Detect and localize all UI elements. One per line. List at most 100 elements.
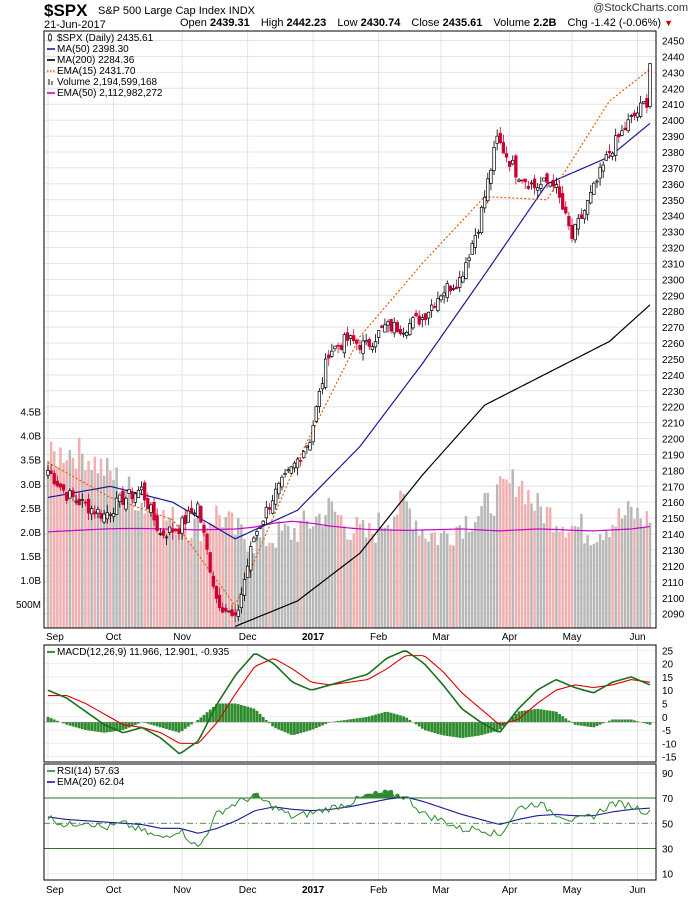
macd-histogram-bar (536, 708, 540, 723)
macd-histogram-bar (74, 722, 78, 728)
macd-histogram-bar (327, 722, 331, 723)
price-legend-label: MA(200) 2284.36 (57, 55, 135, 66)
brand-logo: @StockCharts.com (593, 2, 688, 14)
macd-histogram-bar (196, 720, 200, 723)
macd-histogram-bar (90, 722, 94, 731)
volume-bar (318, 513, 321, 628)
macd-histogram-bar (65, 722, 69, 725)
volume-tick-label: 2.5B (20, 504, 41, 515)
volume-bar (199, 541, 203, 628)
labels-layer: 2090210021102120213021402150216021702180… (16, 37, 685, 896)
volume-bar (383, 527, 387, 628)
candle-body (71, 490, 75, 498)
candle-body (589, 192, 593, 204)
rsi-legend-label: EMA(20) 62.04 (57, 777, 125, 788)
macd-histogram-bar (458, 722, 462, 738)
candle-body (68, 490, 72, 499)
candle-body (327, 354, 331, 359)
macd-histogram-bar (121, 722, 125, 731)
rsi-tick-label: 10 (662, 870, 674, 881)
candle-body (261, 520, 265, 525)
volume-bar (583, 543, 586, 628)
macd-histogram-bar (436, 722, 440, 734)
volume-bar (261, 523, 265, 628)
volume-bar (336, 514, 340, 628)
macd-histogram-bar (492, 722, 496, 732)
x-tick-label: Dec (239, 632, 257, 643)
volume-bar (174, 534, 178, 628)
candle-body (355, 339, 359, 344)
macd-histogram-bar (71, 722, 75, 727)
volume-bar (542, 523, 546, 628)
volume-tick-label: 500M (16, 600, 41, 611)
macd-histogram-bar (96, 722, 100, 732)
volume-bar (233, 534, 237, 628)
volume-bar (184, 527, 187, 628)
candle-body (211, 575, 215, 587)
chg-label: Chg (567, 17, 588, 29)
candle-body (582, 210, 587, 220)
macd-histogram-bar (380, 712, 384, 723)
candle-body (592, 182, 596, 195)
x-tick-label: 2017 (302, 885, 325, 896)
macd-histogram-bar (392, 713, 396, 723)
macd-histogram-bar (608, 720, 611, 723)
rsi-overbought-fill (364, 794, 369, 799)
price-legend-swatch (51, 81, 53, 85)
candle-body (601, 164, 605, 172)
candle-body (74, 500, 78, 503)
macd-histogram-bar (280, 722, 284, 731)
volume-bar (252, 553, 256, 628)
macd-histogram-bar (623, 719, 627, 723)
rsi-overbought-fill (370, 794, 375, 799)
macd-histogram-bar (452, 722, 455, 737)
price-tick-label: 2130 (662, 546, 685, 557)
candle-body (623, 127, 627, 131)
candle-body (280, 476, 284, 488)
macd-histogram-bar (486, 722, 490, 734)
macd-histogram-bar (249, 707, 253, 723)
macd-histogram-bar (180, 722, 184, 732)
macd-histogram-bar (258, 713, 262, 723)
macd-histogram-bar (252, 708, 256, 723)
macd-histogram-bar (442, 722, 446, 736)
candle-body (361, 340, 365, 354)
macd-histogram-bar (420, 722, 424, 729)
candle-body (523, 178, 527, 183)
macd-histogram-bar (321, 722, 324, 726)
macd-histogram-bar (230, 703, 234, 723)
volume-bar (349, 539, 352, 628)
candle-body (152, 502, 156, 521)
candle-body (258, 527, 262, 529)
volume-bar (470, 530, 474, 628)
candle-body (221, 607, 225, 613)
candle-body (161, 530, 166, 536)
macd-tick-label: 15 (662, 673, 674, 684)
candle-body (373, 341, 378, 348)
x-tick-label: Dec (239, 885, 257, 896)
macd-histogram-bar (99, 722, 103, 733)
macd-tick-label: 25 (662, 646, 674, 657)
open-value: 2439.31 (209, 17, 250, 29)
rsi-overbought-fill (383, 789, 387, 799)
price-tick-label: 2140 (662, 530, 685, 541)
price-tick-label: 2220 (662, 403, 685, 414)
macd-histogram-bar (302, 722, 306, 733)
volume-bar (143, 513, 146, 628)
volume-bar (633, 519, 636, 628)
macd-tick-label: 5 (662, 700, 668, 711)
price-tick-label: 2400 (662, 116, 685, 127)
candle-body (585, 200, 590, 215)
candle-body (267, 507, 272, 510)
rsi-overbought-fill (367, 794, 372, 799)
volume-bar (208, 523, 212, 628)
macd-histogram-bar (389, 712, 393, 723)
candle-body (548, 182, 552, 187)
candle-body (433, 306, 437, 308)
macd-histogram-bar (642, 722, 646, 724)
x-tick-label: Mar (432, 632, 450, 643)
macd-histogram-bar (211, 706, 215, 723)
candle-body (249, 546, 253, 571)
volume-bar (489, 513, 493, 628)
macd-histogram-bar (77, 722, 81, 729)
